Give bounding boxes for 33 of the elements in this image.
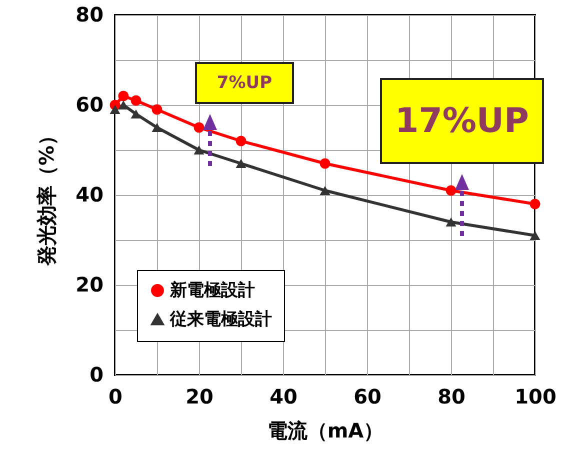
x-axis-title: 電流（mA） (267, 418, 384, 442)
point (320, 186, 330, 196)
point (130, 109, 142, 119)
point (130, 95, 142, 106)
y-tick-label: 40 (76, 182, 104, 206)
point (530, 198, 540, 210)
x-tick-label: 0 (108, 384, 122, 408)
y-tick-label: 80 (76, 2, 104, 26)
x-tick-label: 20 (186, 384, 214, 408)
point (118, 90, 129, 102)
point (446, 185, 456, 196)
point (236, 136, 246, 146)
point (152, 104, 162, 115)
x-tick-label: 40 (270, 384, 298, 408)
y-tick-label: 20 (76, 272, 104, 296)
point (236, 158, 246, 168)
y-tick-label: 0 (90, 362, 104, 386)
x-tick-label: 60 (354, 384, 382, 408)
point (530, 230, 540, 240)
legend-label: 新電極設計 (169, 280, 255, 300)
x-tick-label: 100 (514, 384, 556, 408)
point (446, 217, 456, 227)
point (152, 122, 162, 132)
annotation: 17%UP (380, 78, 544, 164)
annotation: 7%UP (195, 62, 294, 104)
point (194, 145, 204, 155)
point (320, 158, 330, 169)
point (194, 122, 204, 133)
y-tick-label: 60 (76, 92, 104, 116)
x-tick-label: 80 (438, 384, 466, 408)
y-axis-title: 発光効率（%） (34, 125, 59, 267)
point (110, 104, 120, 114)
legend-label: 従来電極設計 (169, 310, 272, 330)
